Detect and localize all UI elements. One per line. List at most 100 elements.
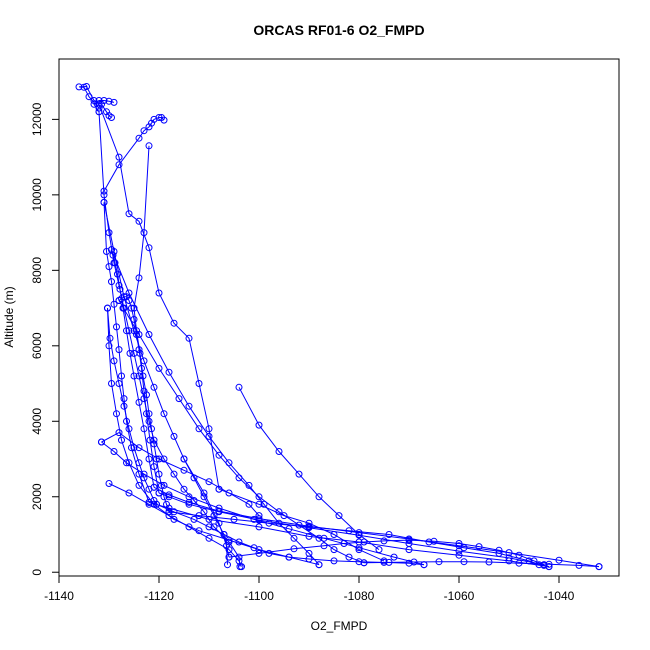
y-tick-label: 10000 [30, 178, 44, 212]
series-trace [100, 114, 168, 195]
data-point [330, 557, 338, 565]
data-point [205, 425, 213, 433]
data-point [170, 432, 178, 440]
data-point [225, 553, 233, 561]
data-point [128, 304, 135, 312]
data-point [475, 543, 483, 551]
data-point [110, 448, 118, 455]
data-point [185, 402, 193, 410]
data-point [485, 558, 493, 566]
data-point [515, 559, 523, 567]
data-point [90, 100, 98, 108]
data-point [345, 553, 353, 561]
data-point [340, 540, 348, 547]
data-point [200, 489, 208, 497]
data-point [245, 500, 253, 508]
data-point [230, 515, 238, 523]
series-line [98, 104, 220, 490]
data-point [410, 558, 418, 566]
series-trace [104, 304, 160, 508]
data-point [595, 563, 603, 571]
data-point [155, 455, 163, 463]
data-point [113, 410, 120, 418]
data-point [165, 493, 173, 501]
data-point [290, 534, 298, 542]
series-line [118, 300, 365, 564]
data-point [160, 455, 168, 463]
data-point [145, 244, 153, 252]
data-point [105, 480, 113, 487]
data-point [105, 97, 113, 105]
data-point [223, 542, 230, 550]
data-point [146, 436, 154, 444]
data-point [105, 342, 113, 350]
data-point [160, 116, 168, 124]
data-point [255, 549, 263, 557]
data-point [305, 522, 313, 530]
data-point [255, 500, 263, 508]
data-point [108, 278, 115, 286]
data-point [108, 246, 115, 254]
data-point [205, 534, 213, 542]
data-point [235, 383, 243, 391]
data-point [385, 531, 393, 538]
data-point [140, 127, 148, 135]
data-point [455, 540, 463, 547]
data-point [195, 380, 203, 387]
series-line [363, 561, 600, 568]
data-point [430, 537, 438, 545]
data-point [135, 134, 143, 142]
data-point [130, 372, 138, 380]
data-point [355, 544, 363, 552]
data-point [165, 508, 173, 516]
data-point [320, 534, 328, 542]
data-point [224, 561, 231, 569]
data-point [115, 153, 123, 161]
series-trace [98, 429, 263, 520]
data-point [83, 83, 90, 90]
data-point [545, 560, 553, 568]
series-line [183, 458, 228, 565]
data-point [85, 93, 93, 101]
series-line [153, 486, 600, 568]
x-axis: -1140 -1120 -1100 -1080 -1060 -1040 [44, 576, 575, 603]
data-point [205, 515, 213, 523]
data-point [155, 364, 163, 372]
data-point [185, 500, 193, 508]
data-point [285, 525, 293, 533]
data-point [135, 398, 143, 406]
data-point [153, 500, 160, 508]
data-point [130, 444, 138, 452]
y-tick-label: 2000 [30, 483, 44, 510]
data-point [315, 534, 323, 542]
data-point [290, 545, 298, 553]
series-line [108, 483, 242, 567]
data-point [140, 425, 148, 433]
y-tick-label: 6000 [30, 332, 44, 359]
data-point [108, 114, 115, 121]
data-point [180, 485, 188, 493]
series-trace [155, 489, 548, 569]
data-point [460, 558, 468, 566]
data-point [143, 410, 150, 418]
series-line [111, 249, 320, 566]
data-point [104, 304, 111, 312]
data-point [380, 558, 388, 566]
data-point [170, 470, 178, 478]
data-point [115, 346, 123, 354]
data-point [405, 535, 413, 543]
data-point [135, 274, 143, 282]
data-point [315, 493, 323, 501]
data-point [455, 551, 463, 559]
data-point [100, 191, 108, 199]
data-point [105, 263, 113, 271]
data-point [205, 523, 213, 531]
series-trace [108, 246, 158, 491]
series-line [156, 503, 425, 566]
data-point [118, 372, 125, 380]
series-line [148, 501, 550, 568]
x-tick-label: -1120 [144, 589, 174, 603]
data-point [98, 438, 105, 446]
x-tick-label: -1040 [544, 589, 575, 603]
